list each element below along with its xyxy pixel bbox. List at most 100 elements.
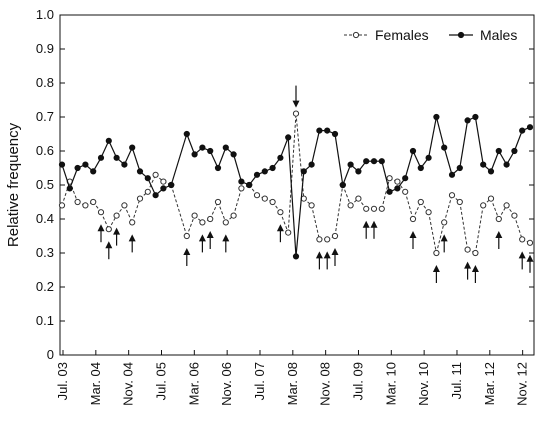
males-point [456,164,463,172]
males-line-segment [381,161,391,192]
males-point [433,113,440,121]
males-point [58,161,66,168]
females-point [402,188,409,195]
males-point [386,188,393,195]
males-line-segment [100,140,110,159]
females-line-segment [287,113,297,233]
females-point [417,198,424,206]
females-line-segment [100,211,110,230]
males-point [246,181,253,189]
males-line-segment [513,130,523,152]
males-line-segment [147,177,157,196]
females-line-segment [209,201,219,220]
up-arrow-head [526,254,534,262]
males-point [394,185,401,192]
females-point [378,205,385,212]
males-point [292,253,300,260]
females-point [160,178,167,185]
females-point [74,198,81,206]
females-point [487,195,495,202]
up-arrow-head [128,234,136,242]
males-point [199,144,206,151]
males-point [90,168,97,175]
males-point [464,117,471,124]
males-point [363,158,370,165]
x-tick-label: Mar. 06 [186,362,201,405]
females-point [433,249,440,257]
y-tick-label: 0.5 [36,177,54,192]
females-point [230,212,237,219]
females-point [331,232,339,240]
up-arrow-head [206,231,214,238]
males-line-segment [217,147,227,169]
males-point [370,158,378,165]
males-line-segment [435,116,445,148]
males-point [152,192,159,199]
males-point [441,144,448,151]
females-line-segment [217,201,227,223]
males-point [191,151,198,158]
males-point [207,147,214,155]
x-tick-label: Jul. 09 [350,362,365,400]
males-line-segment [428,116,437,158]
females-point [199,219,206,226]
up-arrow-head [409,231,417,238]
males-line-segment [295,171,305,257]
females-point [370,205,378,212]
females-line-segment [474,205,484,254]
females-point [425,209,432,216]
males-point [129,144,136,151]
males-point [480,161,487,168]
females-point [82,202,89,209]
males-line-segment [412,150,422,169]
males-point [261,168,268,175]
males-point [402,175,409,182]
legend-males-marker [457,31,465,39]
up-arrow-head [370,220,378,228]
females-line-segment [428,212,437,254]
males-point [472,113,479,121]
females-line-segment [186,215,196,237]
females-line-segment [381,178,391,209]
females-point [222,219,229,226]
up-arrow-head [495,231,503,238]
x-tick-label: Mar. 12 [482,362,497,405]
males-line-segment [474,116,484,165]
males-point [136,168,144,175]
x-tick-label: Nov. 10 [416,362,431,406]
males-line-segment [404,150,414,179]
males-point [144,175,151,182]
x-tick-label: Mar. 08 [285,362,300,405]
males-line-segment [311,130,320,165]
males-point [378,158,385,165]
females-line-segment [233,188,242,216]
x-tick-label: Jul. 07 [252,362,267,400]
up-arrow-head [331,248,339,255]
females-line-segment [170,184,188,237]
x-tick-label: Jul. 05 [153,362,168,400]
males-point [487,168,495,175]
x-tick-label: Jul. 03 [55,362,70,400]
females-line-segment [334,184,344,237]
females-point [97,209,105,216]
females-point [519,236,526,243]
males-point [238,178,245,185]
x-tick-label: Nov. 04 [121,362,136,406]
males-line-segment [490,150,500,172]
males-line-segment [334,133,344,186]
females-line-segment [69,181,79,203]
males-point [183,130,190,138]
females-line-segment [279,212,289,233]
axes: 0 0.1 0.2 0.3 0.4 0.5 0.6 0.7 0.8 0.9 1.0 Jul. 03 Ma… [36,7,535,406]
males-point [425,154,432,161]
females-point [394,178,401,185]
males-line-segment [186,133,196,155]
males-point [214,164,222,172]
males-point [526,124,534,131]
females-point [129,219,136,226]
legend-males-label: Males [480,27,517,43]
males-line-segment [108,140,118,159]
males-line-segment [170,133,188,186]
females-point [347,202,354,209]
females-point [238,185,245,192]
